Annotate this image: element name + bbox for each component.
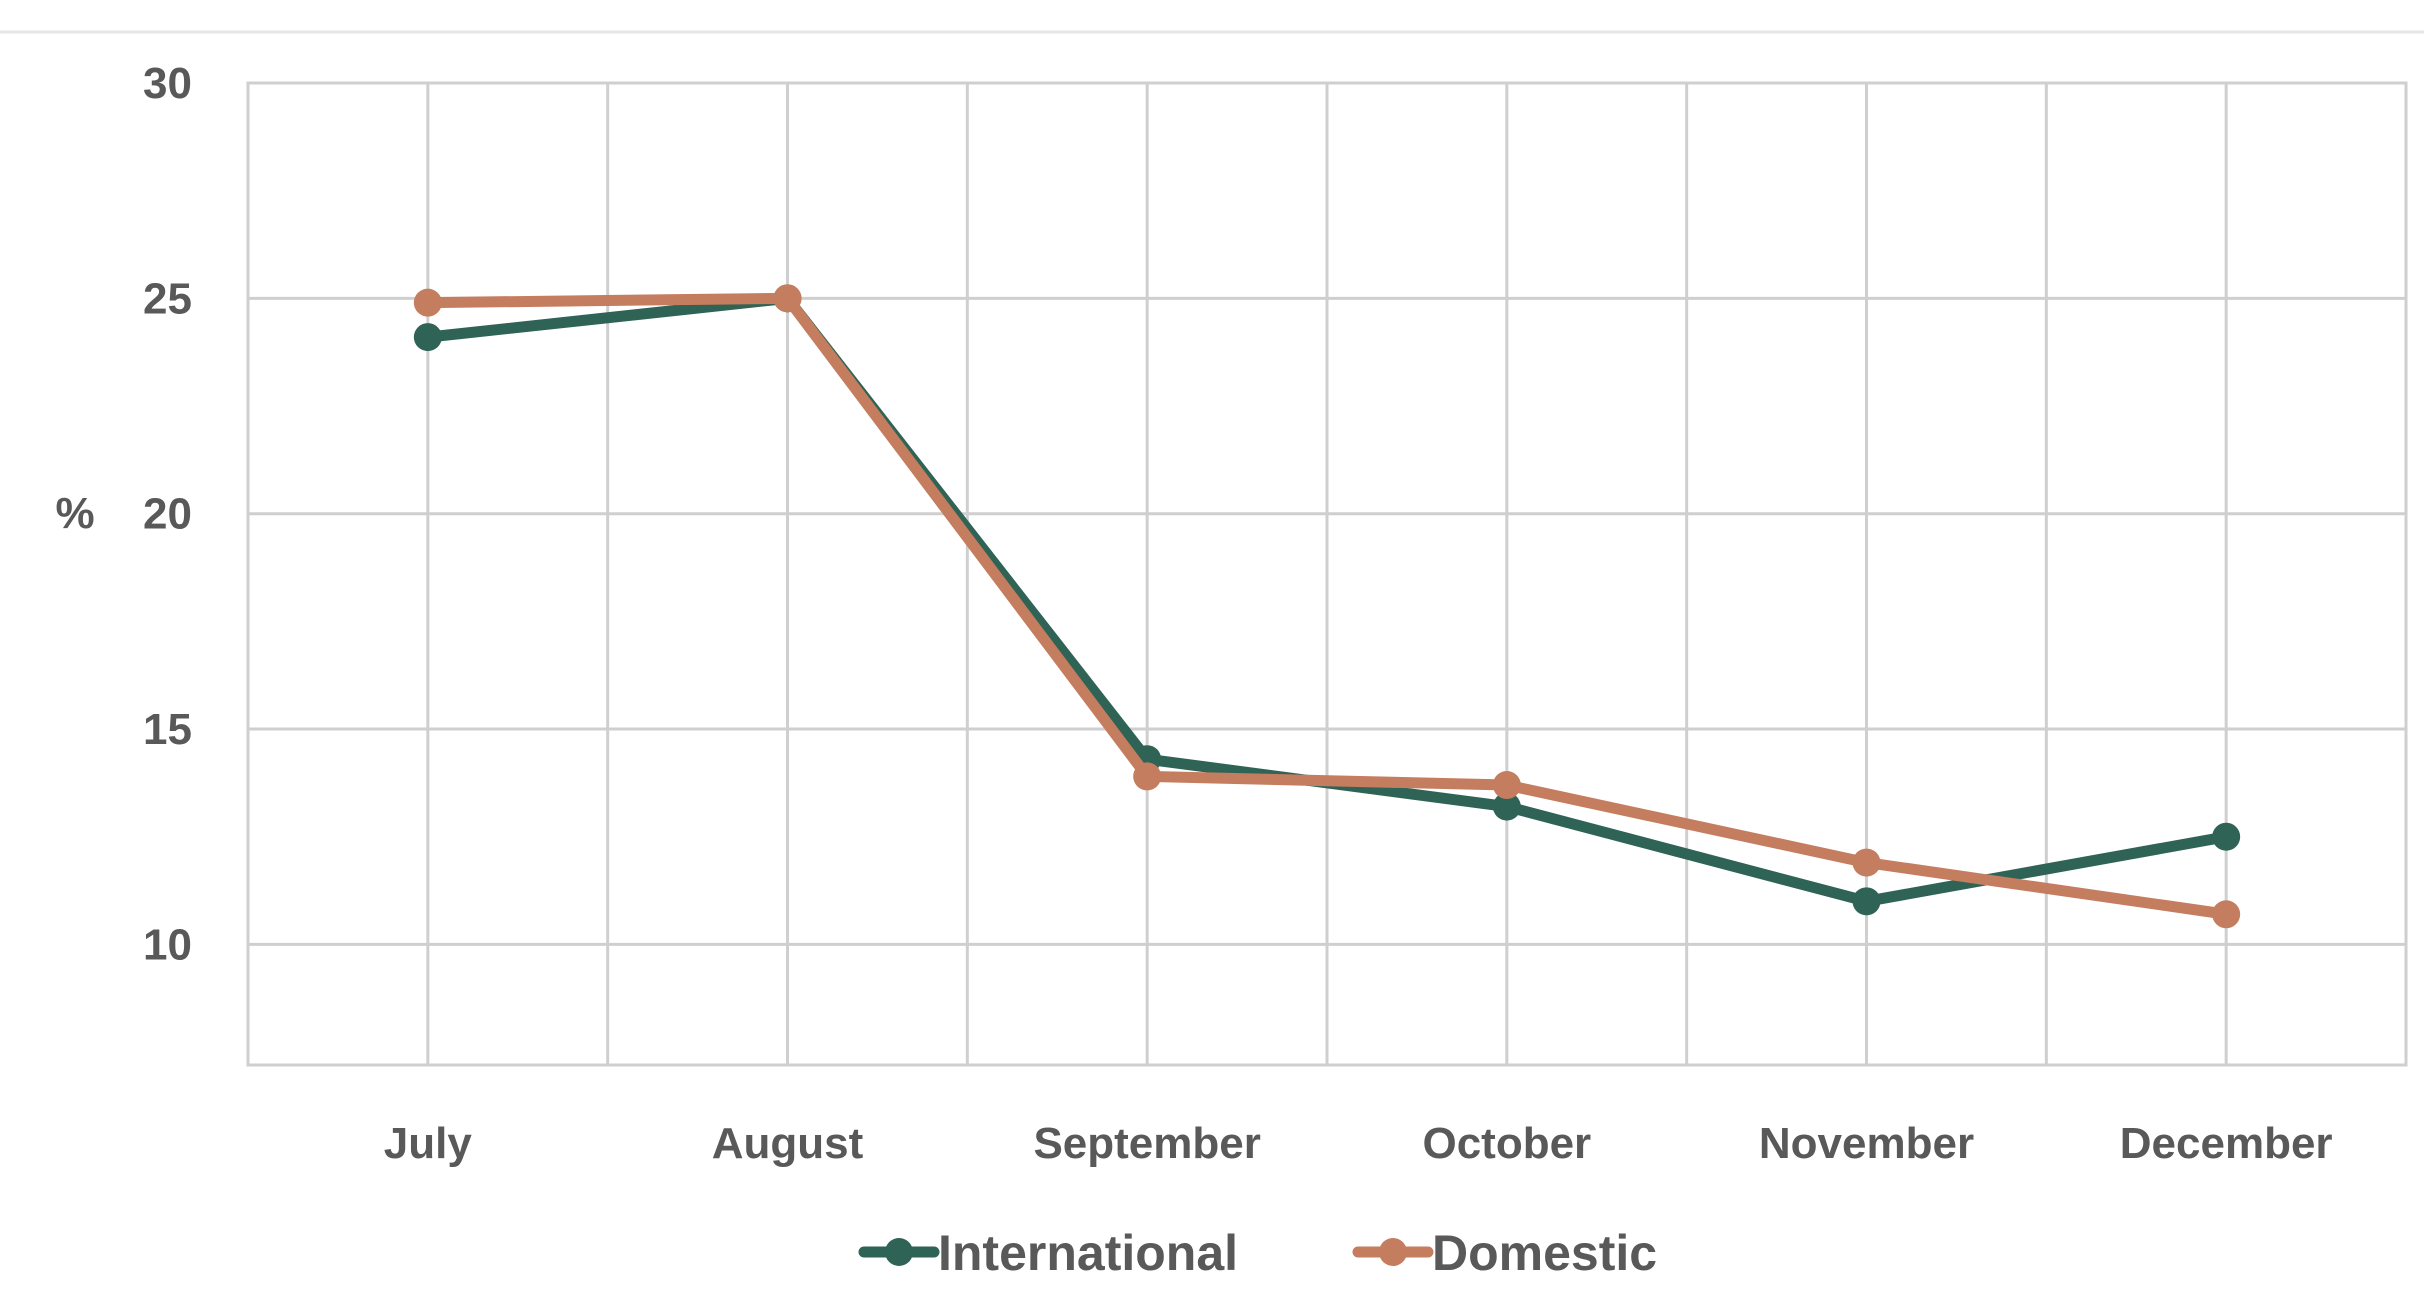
data-point <box>773 284 802 313</box>
data-point <box>1492 792 1521 821</box>
data-point <box>1852 848 1881 877</box>
series-lines <box>413 284 2241 929</box>
series-domestic <box>413 284 2241 929</box>
y-tick-label: 15 <box>143 705 192 754</box>
data-point <box>2212 900 2241 929</box>
x-tick-label: August <box>712 1119 864 1168</box>
data-point <box>1492 771 1521 800</box>
x-tick-label: October <box>1422 1119 1591 1168</box>
series-line <box>422 292 2232 920</box>
legend-marker <box>885 1238 913 1266</box>
x-axis-tick-labels: July August September October November Decemb… <box>384 1119 2333 1168</box>
y-tick-label: 20 <box>143 490 192 539</box>
data-point <box>1852 887 1881 916</box>
data-point <box>1133 762 1162 791</box>
data-point <box>2212 822 2241 851</box>
data-point <box>413 323 442 352</box>
x-tick-label: December <box>2120 1119 2333 1168</box>
gridlines <box>248 81 2406 1065</box>
legend-item: Domestic <box>1352 1225 1657 1281</box>
legend-label: Domestic <box>1432 1225 1657 1281</box>
y-tick-label: 30 <box>143 59 192 108</box>
y-tick-label: 10 <box>143 920 192 969</box>
y-axis-title: % <box>55 489 94 538</box>
data-point <box>413 288 442 317</box>
x-tick-label: September <box>1033 1119 1260 1168</box>
legend: International Domestic <box>858 1225 1657 1281</box>
x-tick-label: July <box>384 1119 473 1168</box>
legend-marker <box>1379 1238 1407 1266</box>
x-tick-label: November <box>1759 1119 1974 1168</box>
y-axis-tick-labels: 10 15 20 25 30 <box>143 59 192 969</box>
legend-label: International <box>938 1225 1238 1281</box>
legend-item: International <box>858 1225 1238 1281</box>
y-tick-label: 25 <box>143 274 192 323</box>
